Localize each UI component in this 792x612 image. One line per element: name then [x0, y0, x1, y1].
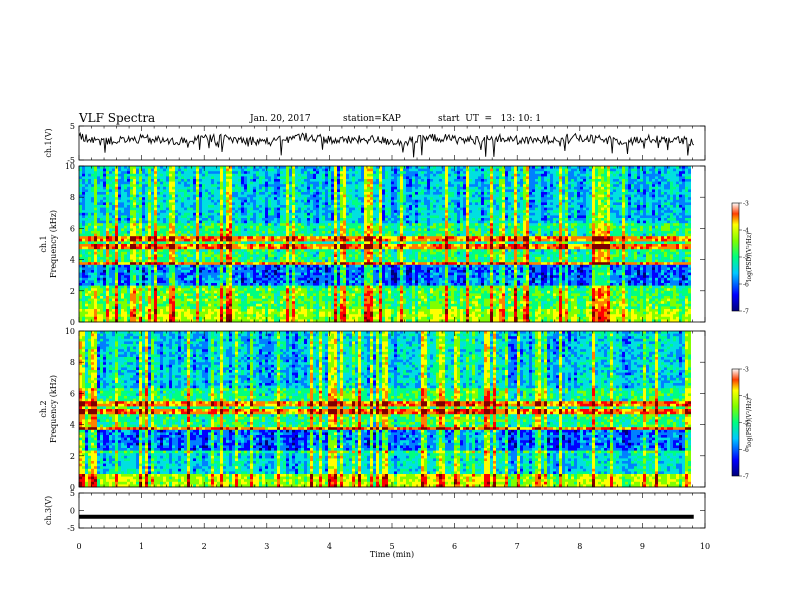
- ch1-spectrogram: [79, 166, 691, 323]
- ch1-spectrogram-ytick-label: 4: [70, 256, 75, 265]
- colorbar-tick-label: -6: [743, 282, 749, 289]
- colorbar-label: log(PSD)(V²/Hz): [746, 398, 753, 447]
- ch1-spectrogram-ytick-label: 0: [70, 318, 75, 327]
- ch2-spectrogram-ytick-label: 10: [65, 327, 75, 336]
- colorbar-tick-label: -7: [743, 474, 749, 481]
- xtick-label: 6: [452, 542, 457, 551]
- xtick-label: 1: [139, 542, 144, 551]
- ch2-spectrogram-ytick-label: 4: [70, 421, 75, 430]
- ch3-waveform-ytick-label: -5: [67, 524, 75, 533]
- ch1-spectrogram-ylabel: Frequency (kHz): [49, 210, 58, 278]
- ch1-voltage-line: [78, 131, 695, 158]
- ch1-spectrogram-ylabel: ch.1: [39, 235, 48, 252]
- ch1-spectrogram-ytick-label: 6: [70, 224, 75, 233]
- xtick-label: 4: [327, 542, 332, 551]
- ch1-spectrogram-ytick-label: 10: [65, 162, 75, 171]
- ch2-spectrogram-ytick-label: 8: [70, 358, 75, 367]
- colorbar-tick-label: -7: [743, 309, 749, 316]
- ch1-waveform-ytick-label: 5: [70, 122, 75, 131]
- ch1-spectrogram-ytick-label: 2: [70, 287, 75, 296]
- ch3-waveform-ytick-label: 0: [70, 507, 75, 516]
- colorbar-tick-label: -3: [743, 367, 749, 374]
- colorbar-label: log(PSD)(V²/Hz): [746, 233, 753, 282]
- start-time-label: start UT = 13: 10: 1: [438, 114, 541, 124]
- ch2-spectrogram: [79, 331, 691, 488]
- ch2-spectrogram-ytick-label: 6: [70, 389, 75, 398]
- colorbar-tick-label: -3: [743, 201, 749, 208]
- colorbar-tick-label: -5: [743, 420, 749, 427]
- ch2-spectrogram-ytick-label: 0: [70, 483, 75, 492]
- xaxis-label: Time (min): [370, 550, 414, 559]
- ch2-spectrogram-ytick-label: 2: [70, 452, 75, 461]
- xtick-label: 3: [264, 542, 269, 551]
- date-label: Jan. 20, 2017: [250, 114, 311, 124]
- ch2-spectrogram-ylabel: ch.2: [39, 400, 48, 417]
- xtick-label: 8: [577, 542, 582, 551]
- colorbar-1: [731, 202, 740, 312]
- chart-title: VLF Spectra: [79, 111, 155, 125]
- ch3-waveform-frame: [78, 492, 706, 529]
- colorbar-tick-label: -5: [743, 255, 749, 262]
- xtick-label: 10: [700, 542, 710, 551]
- ch1-spectrogram-ytick-label: 8: [70, 193, 75, 202]
- ch1-waveform-ytick-label: -5: [67, 156, 75, 165]
- xtick-label: 9: [640, 542, 645, 551]
- colorbar-2: [731, 368, 740, 477]
- colorbar-tick-label: -4: [743, 393, 749, 400]
- station-label: station=KAP: [343, 114, 401, 124]
- xtick-label: 0: [76, 542, 81, 551]
- ch3-waveform-ylabel: ch.3(V): [44, 496, 53, 525]
- xtick-label: 5: [389, 542, 394, 551]
- ch2-spectrogram-ylabel: Frequency (kHz): [49, 375, 58, 443]
- colorbar-tick-label: -4: [743, 228, 749, 235]
- colorbar-tick-label: -6: [743, 447, 749, 454]
- xtick-label: 7: [515, 542, 520, 551]
- xtick-label: 2: [202, 542, 207, 551]
- ch1-waveform-ylabel: ch.1(V): [44, 128, 53, 157]
- ch3-waveform-ytick-label: 5: [70, 489, 75, 498]
